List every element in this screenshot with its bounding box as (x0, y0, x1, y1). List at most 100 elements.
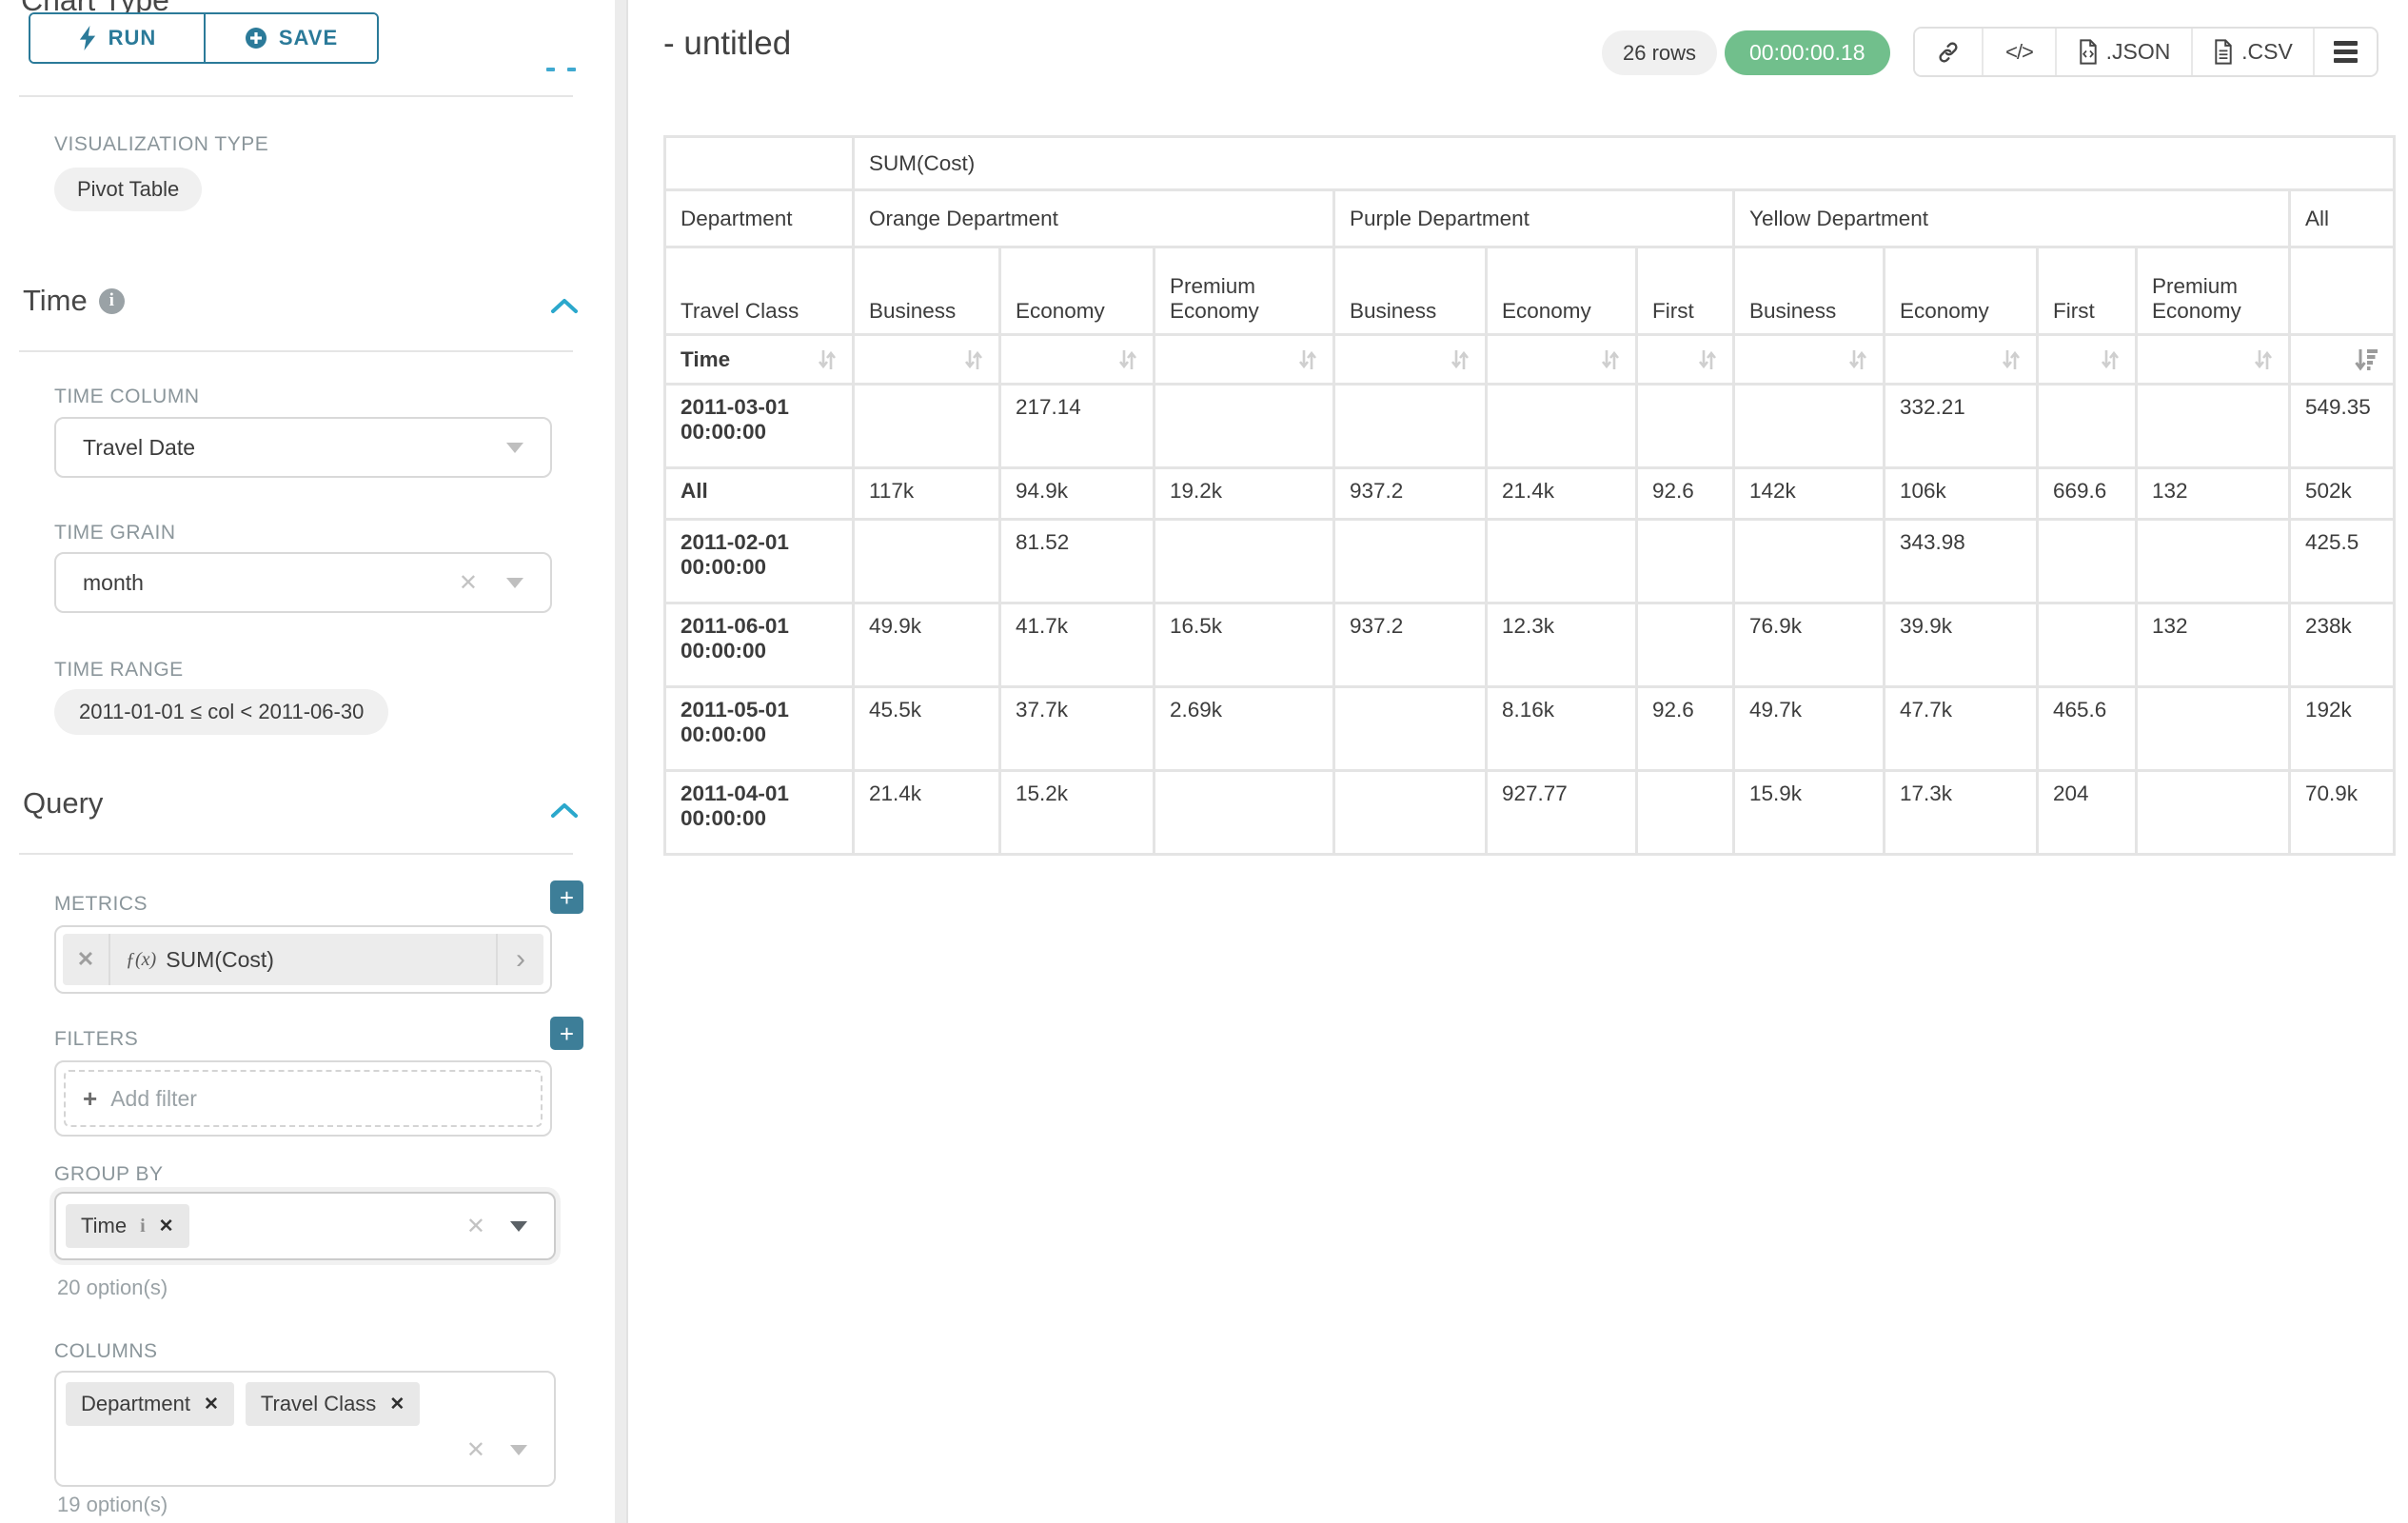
pivot-cell: 49.7k (1734, 687, 1885, 771)
chart-container: - untitled 26 rows 00:00:00.18 </> .JSON (628, 0, 2408, 1523)
sort-icon[interactable] (1847, 348, 1868, 371)
tag-label: Travel Class (261, 1392, 376, 1416)
filters-select: + Add filter (54, 1060, 552, 1137)
pivot-cell (1637, 603, 1734, 687)
pivot-cell (1637, 771, 1734, 855)
save-button[interactable]: SAVE (204, 14, 377, 62)
pivot-cell: 343.98 (1885, 520, 2038, 603)
collapse-chevron-icon[interactable] (550, 297, 579, 314)
clear-icon[interactable]: ✕ (466, 1436, 485, 1464)
pivot-cell (1637, 520, 1734, 603)
table-row: 2011-05-01 00:00:0045.5k37.7k2.69k8.16k9… (665, 687, 2395, 771)
add-filter-plus-button[interactable]: + (550, 1017, 583, 1050)
add-filter-button[interactable]: + Add filter (64, 1070, 543, 1127)
menu-icon (2334, 37, 2358, 67)
share-link-button[interactable] (1915, 29, 1982, 75)
pivot-metric-header: SUM(Cost) (854, 137, 2395, 190)
clear-icon[interactable]: ✕ (466, 1213, 485, 1240)
collapse-chevron-icon[interactable] (550, 801, 579, 819)
pivot-column-header: First (2038, 247, 2137, 335)
pivot-column-group-header: Purple Department (1334, 190, 1734, 247)
sort-descending-icon[interactable] (2354, 347, 2378, 372)
remove-tag-icon[interactable]: ✕ (204, 1394, 219, 1415)
pivot-cell: 12.3k (1487, 603, 1637, 687)
time-range-pill[interactable]: 2011-01-01 ≤ col < 2011-06-30 (54, 689, 388, 735)
columns-select[interactable]: Department ✕ Travel Class ✕ ✕ (54, 1371, 556, 1487)
group-by-select[interactable]: Timei✕ ✕ (54, 1192, 556, 1260)
time-column-select[interactable]: Travel Date (54, 417, 552, 478)
chart-title[interactable]: - untitled (663, 25, 791, 63)
chevron-down-icon (506, 578, 523, 588)
pivot-cell (1155, 385, 1334, 468)
sort-icon[interactable] (817, 348, 838, 371)
pivot-cell: 17.3k (1885, 771, 2038, 855)
pivot-dimension-label: Travel Class (665, 247, 854, 335)
filters-label: FILTERS (54, 1028, 138, 1051)
sort-icon[interactable] (963, 348, 984, 371)
pivot-cell: 425.5 (2290, 520, 2395, 603)
more-options-button[interactable] (2313, 29, 2377, 75)
remove-tag-icon[interactable]: ✕ (159, 1216, 174, 1237)
selected-option-tag[interactable]: Department ✕ (66, 1382, 234, 1426)
sort-icon[interactable] (2100, 348, 2121, 371)
panel-scrollbar[interactable] (615, 0, 626, 1523)
selected-option-tag[interactable]: Travel Class ✕ (246, 1382, 420, 1426)
pivot-sort-cell (854, 335, 1000, 385)
columns-options-hint: 19 option(s) (57, 1493, 168, 1517)
pivot-cell: 49.9k (854, 603, 1000, 687)
sort-icon[interactable] (1600, 348, 1621, 371)
export-csv-button[interactable]: .CSV (2191, 29, 2313, 75)
add-metric-button[interactable]: + (550, 880, 583, 914)
pivot-cell: 332.21 (1885, 385, 2038, 468)
csv-file-icon (2213, 39, 2234, 65)
pivot-cell: 45.5k (854, 687, 1000, 771)
pivot-cell: 549.35 (2290, 385, 2395, 468)
pivot-cell: 47.7k (1885, 687, 2038, 771)
pivot-column-header: Economy (1000, 247, 1155, 335)
pivot-column-group-header: Yellow Department (1734, 190, 2290, 247)
pivot-cell: 41.7k (1000, 603, 1155, 687)
sort-icon[interactable] (1697, 348, 1718, 371)
pivot-cell: 106k (1885, 468, 2038, 520)
link-icon (1937, 41, 1960, 64)
clear-icon[interactable]: ✕ (459, 569, 478, 597)
sort-icon[interactable] (2253, 348, 2274, 371)
pivot-cell: 117k (854, 468, 1000, 520)
pivot-sort-cell (1334, 335, 1487, 385)
pivot-column-header: Economy (1487, 247, 1637, 335)
tag-label: Department (81, 1392, 190, 1416)
sort-icon[interactable] (1117, 348, 1138, 371)
pivot-row-label: All (665, 468, 854, 520)
remove-tag-icon[interactable]: ✕ (389, 1394, 405, 1415)
pivot-cell (1155, 520, 1334, 603)
run-button[interactable]: RUN (30, 14, 204, 62)
pivot-cell (1734, 385, 1885, 468)
sort-icon[interactable] (1450, 348, 1470, 371)
chart-type-chevron-icon[interactable] (567, 68, 576, 71)
table-row: 2011-04-01 00:00:0021.4k15.2k927.7715.9k… (665, 771, 2395, 855)
pivot-cell: 927.77 (1487, 771, 1637, 855)
pivot-dimension-label: Department (665, 190, 854, 247)
sort-icon[interactable] (1297, 348, 1318, 371)
pivot-cell: 92.6 (1637, 687, 1734, 771)
time-grain-select[interactable]: month ✕ (54, 552, 552, 613)
export-json-button[interactable]: .JSON (2055, 29, 2191, 75)
pivot-row-label: 2011-02-01 00:00:00 (665, 520, 854, 603)
pivot-cell: 21.4k (854, 771, 1000, 855)
visualization-type-pill[interactable]: Pivot Table (54, 168, 202, 211)
metrics-label: METRICS (54, 893, 148, 916)
pivot-cell: 16.5k (1155, 603, 1334, 687)
metrics-select: ✕ ƒ(x) SUM(Cost) › (54, 925, 552, 994)
embed-code-button[interactable]: </> (1982, 29, 2055, 75)
pivot-row-dimension-label: Time (681, 347, 817, 372)
pivot-cell (2137, 687, 2290, 771)
remove-metric-icon[interactable]: ✕ (63, 934, 110, 985)
sort-icon[interactable] (2001, 348, 2022, 371)
selected-option-tag[interactable]: Timei✕ (66, 1204, 189, 1248)
metric-chip[interactable]: ✕ ƒ(x) SUM(Cost) › (63, 934, 543, 985)
expand-metric-icon[interactable]: › (496, 934, 543, 985)
divider (19, 853, 573, 855)
plus-circle-icon (245, 27, 267, 49)
pivot-cell: 94.9k (1000, 468, 1155, 520)
pivot-cell: 465.6 (2038, 687, 2137, 771)
